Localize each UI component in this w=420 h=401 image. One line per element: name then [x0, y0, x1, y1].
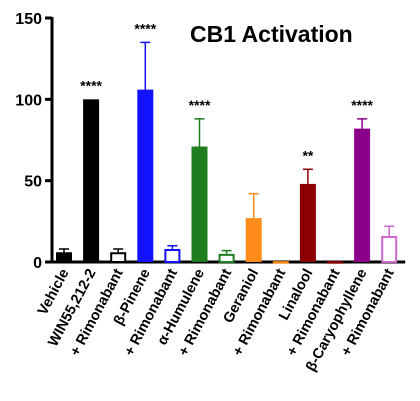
significance-label: ****: [189, 97, 211, 113]
axes: 0 50 100 150: [15, 11, 406, 272]
bar: [164, 248, 181, 263]
bar: [56, 252, 72, 262]
bar: [272, 261, 289, 264]
y-tick-label: 150: [15, 11, 42, 28]
y-tick-label: 50: [24, 174, 42, 191]
bar: [354, 128, 371, 262]
bar: [218, 253, 235, 264]
significance-label: ****: [134, 20, 156, 36]
significance-label: **: [302, 147, 313, 163]
y-tick-label: 100: [15, 92, 42, 109]
bar: [191, 146, 208, 262]
bar: [327, 261, 343, 264]
bar: [137, 89, 154, 262]
bar: [245, 218, 262, 262]
significance-label: ****: [351, 97, 373, 113]
bar: [110, 252, 127, 264]
bars: ******************: [56, 20, 398, 264]
significance-label: ****: [80, 77, 102, 93]
bar: [299, 183, 316, 262]
bar: [83, 99, 100, 262]
chart-title: CB1 Activation: [190, 21, 353, 47]
bar: [381, 235, 398, 263]
y-tick-label: 0: [33, 255, 42, 272]
